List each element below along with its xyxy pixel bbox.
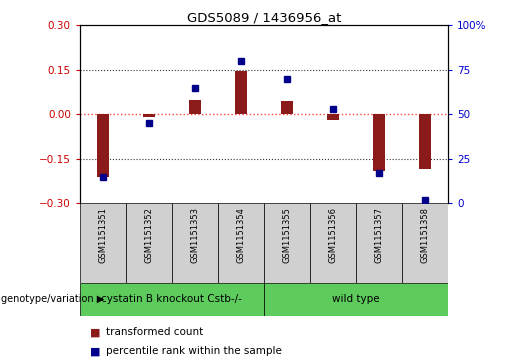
Text: percentile rank within the sample: percentile rank within the sample bbox=[106, 346, 282, 356]
Text: GSM1151358: GSM1151358 bbox=[421, 207, 430, 263]
Title: GDS5089 / 1436956_at: GDS5089 / 1436956_at bbox=[187, 11, 341, 24]
Bar bbox=[264, 283, 448, 316]
Bar bbox=[80, 283, 264, 316]
Bar bbox=[419, 114, 431, 169]
Text: cystatin B knockout Cstb-/-: cystatin B knockout Cstb-/- bbox=[101, 294, 243, 305]
Bar bbox=[235, 72, 247, 114]
Bar bbox=[310, 203, 356, 283]
Bar bbox=[189, 99, 201, 114]
Text: GSM1151353: GSM1151353 bbox=[191, 207, 199, 263]
Text: GSM1151352: GSM1151352 bbox=[144, 207, 153, 263]
Text: GSM1151351: GSM1151351 bbox=[98, 207, 107, 263]
Bar bbox=[373, 114, 385, 171]
Bar bbox=[126, 203, 172, 283]
Bar bbox=[143, 114, 154, 117]
Text: GSM1151354: GSM1151354 bbox=[236, 207, 246, 263]
Text: transformed count: transformed count bbox=[106, 327, 203, 337]
Bar bbox=[281, 101, 293, 114]
Bar bbox=[264, 203, 310, 283]
Text: GSM1151355: GSM1151355 bbox=[282, 207, 291, 263]
Bar bbox=[402, 203, 448, 283]
Text: GSM1151357: GSM1151357 bbox=[374, 207, 384, 263]
Text: ■: ■ bbox=[90, 346, 100, 356]
Bar bbox=[356, 203, 402, 283]
Bar bbox=[97, 114, 109, 176]
Bar bbox=[218, 203, 264, 283]
Bar bbox=[327, 114, 339, 120]
Text: genotype/variation ▶: genotype/variation ▶ bbox=[1, 294, 104, 305]
Text: wild type: wild type bbox=[332, 294, 380, 305]
Text: GSM1151356: GSM1151356 bbox=[329, 207, 337, 263]
Text: ■: ■ bbox=[90, 327, 100, 337]
Bar bbox=[80, 203, 126, 283]
Bar bbox=[172, 203, 218, 283]
